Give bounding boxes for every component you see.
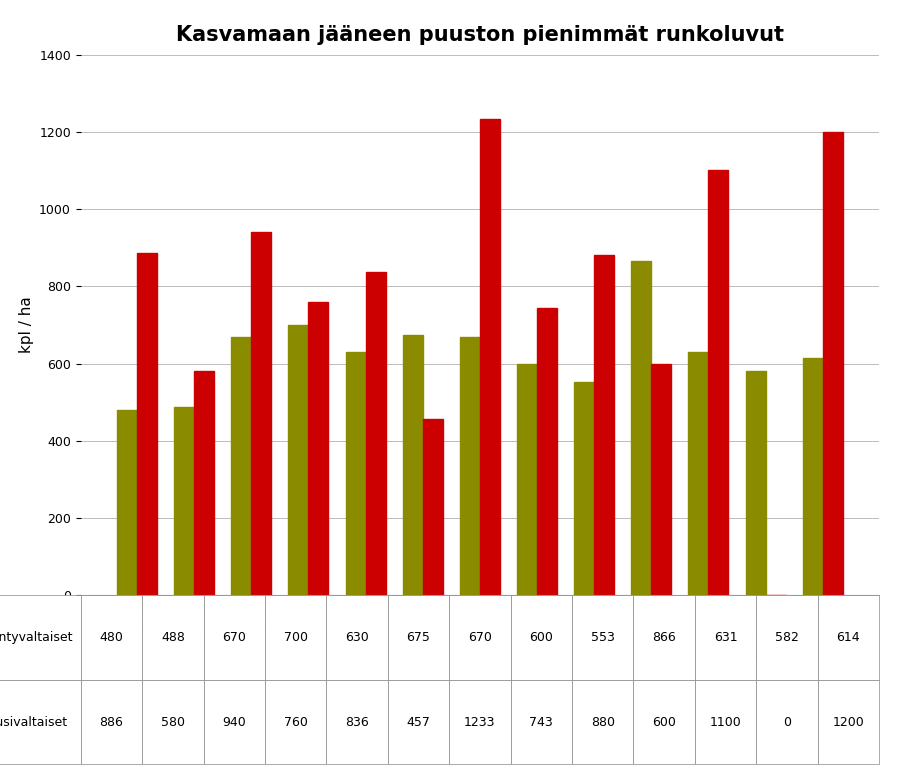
Bar bbox=[231, 337, 251, 595]
Bar bbox=[537, 308, 557, 595]
Bar bbox=[309, 302, 328, 595]
Bar bbox=[422, 419, 443, 595]
Y-axis label: kpl / ha: kpl / ha bbox=[19, 296, 33, 353]
Bar bbox=[174, 407, 194, 595]
Bar bbox=[194, 371, 214, 595]
Bar bbox=[137, 254, 157, 595]
Bar bbox=[345, 352, 366, 595]
Bar bbox=[366, 272, 386, 595]
Bar bbox=[709, 171, 728, 595]
Bar bbox=[480, 119, 500, 595]
Bar bbox=[651, 363, 671, 595]
Bar bbox=[631, 261, 651, 595]
Bar bbox=[517, 363, 537, 595]
Bar bbox=[823, 132, 843, 595]
Bar bbox=[745, 370, 766, 595]
Bar bbox=[574, 381, 594, 595]
Bar bbox=[289, 325, 309, 595]
Bar bbox=[251, 232, 271, 595]
Bar bbox=[594, 256, 614, 595]
Bar bbox=[403, 335, 422, 595]
Bar bbox=[117, 410, 137, 595]
Bar bbox=[689, 352, 709, 595]
Title: Kasvamaan jääneen puuston pienimmät runkoluvut: Kasvamaan jääneen puuston pienimmät runk… bbox=[176, 25, 784, 44]
Bar bbox=[460, 337, 480, 595]
Bar bbox=[803, 358, 823, 595]
